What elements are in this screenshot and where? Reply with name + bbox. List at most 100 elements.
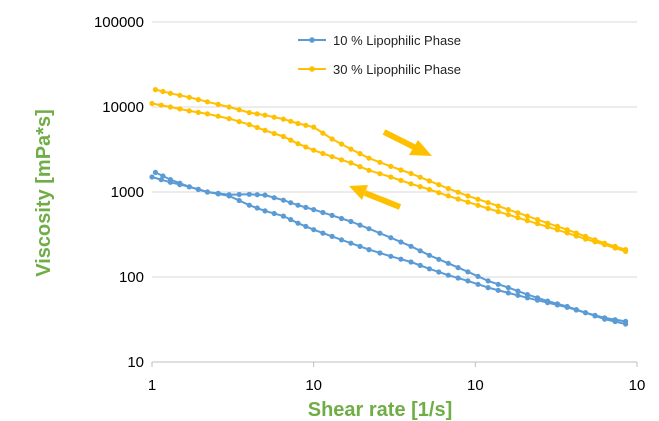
data-point [366,247,372,253]
data-point [271,210,277,217]
data-point [592,313,598,319]
data-point [377,171,383,177]
data-point [311,207,317,213]
data-point [262,192,268,198]
data-point [445,272,451,278]
data-point [195,186,201,192]
x-axis-title: Shear rate [1/s] [308,399,453,421]
data-point [398,239,404,245]
data-point [204,111,210,117]
sweep-down-arrow [349,185,402,210]
data-point [485,285,491,291]
data-point [436,190,442,196]
y-axis-ticks: 10 100 1000 10000 100000 [94,14,144,371]
x-tick-label: 10 [467,377,484,394]
data-point [475,202,481,208]
data-point [303,122,309,128]
data-point [311,227,317,233]
data-point [320,230,326,236]
data-point [254,205,260,211]
data-point [295,141,301,147]
data-point [246,202,252,208]
data-point [495,287,501,293]
data-point [545,224,551,230]
data-point [398,256,404,262]
data-point [262,112,268,118]
data-point [534,217,541,223]
data-point [338,215,345,222]
data-point [357,222,363,228]
data-point [602,240,608,246]
data-point [280,116,286,122]
data-point [436,269,442,275]
data-point [236,119,242,125]
data-point [495,203,501,209]
data-point [254,111,260,117]
data-point [455,189,461,195]
data-point [465,278,471,284]
data-point [338,237,345,243]
data-point [338,141,345,147]
data-point [417,262,423,268]
data-point [357,151,363,157]
data-point [505,212,511,218]
data-point [226,192,232,198]
data-point [226,116,232,122]
data-point [515,215,521,221]
data-point [226,104,232,110]
data-point [475,196,481,202]
data-point [295,202,301,208]
data-point [495,281,501,287]
data-point [426,186,432,193]
data-point [160,88,166,95]
data-point [465,269,471,275]
data-point [215,190,221,196]
data-point [573,307,579,313]
data-point [398,177,404,183]
data-point [167,90,173,96]
data-point [271,130,277,137]
x-axis-ticks: 1 10 10 10 [148,362,646,394]
data-point [204,99,210,105]
data-point [445,193,451,199]
data-point [366,167,372,173]
data-point [582,233,589,239]
y-axis-title: Viscosity [mPa*s] [33,109,55,277]
data-point [254,192,260,198]
data-point [524,213,531,219]
data-point [280,213,286,219]
data-point [623,321,629,327]
data-point [495,209,501,215]
series-layer [149,87,629,327]
data-point [357,164,363,170]
data-point [204,189,210,195]
data-point [288,137,294,143]
data-point [455,275,461,281]
data-point [426,266,432,272]
data-point [246,122,252,128]
data-point [426,252,432,258]
data-point [246,191,252,197]
data-point [545,220,551,226]
data-point [612,318,618,325]
data-point [408,170,414,177]
data-point [320,130,326,136]
data-point [377,230,383,236]
data-point [215,113,221,119]
data-point [465,193,471,199]
data-point [388,253,394,259]
data-point [288,217,294,223]
data-point [329,212,335,218]
data-point [177,180,183,186]
data-point [582,310,589,316]
series-30-percent [149,87,629,254]
data-point [271,114,277,120]
data-point [320,150,326,157]
data-point [485,278,491,284]
x-tick-label: 1 [148,377,156,394]
data-point [177,106,183,112]
data-point [408,259,414,265]
data-point [348,240,354,246]
x-tick-label: 10 [629,377,646,394]
data-point [186,184,192,190]
